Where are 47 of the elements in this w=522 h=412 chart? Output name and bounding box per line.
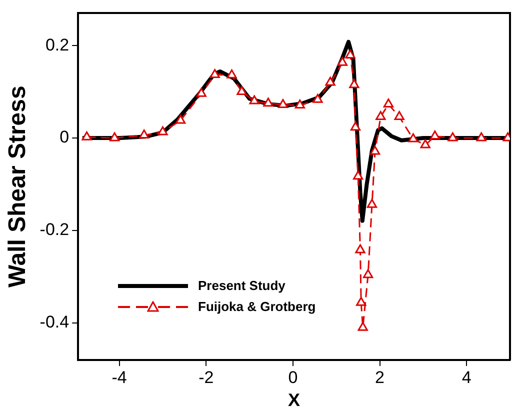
- point: [362, 269, 374, 278]
- point: [312, 94, 323, 103]
- point: [349, 79, 360, 88]
- y-tick-label: -0.2: [40, 220, 70, 240]
- point: [158, 126, 168, 136]
- point: [175, 114, 186, 124]
- point: [210, 68, 220, 78]
- y-tick-label: 0.2: [45, 35, 70, 54]
- x-tick-label: -2: [198, 368, 214, 387]
- point: [394, 111, 404, 120]
- point: [278, 99, 288, 108]
- x-tick-label: 0: [288, 368, 298, 387]
- point: [196, 88, 206, 97]
- y-axis-title: Wall Shear Stress: [4, 86, 32, 288]
- point: [430, 130, 440, 140]
- point: [408, 133, 418, 142]
- point: [356, 296, 366, 306]
- point: [138, 130, 150, 139]
- point: [263, 98, 274, 107]
- point: [109, 132, 120, 142]
- point: [376, 111, 386, 120]
- point: [226, 69, 237, 78]
- y-tick-label: 0: [60, 128, 70, 147]
- point: [352, 170, 364, 180]
- y-tick-label: -0.4: [40, 312, 70, 332]
- legend-label: Present Study: [198, 278, 286, 293]
- point: [448, 132, 458, 142]
- point: [476, 132, 486, 142]
- point: [355, 244, 366, 254]
- point: [383, 98, 394, 108]
- point: [358, 322, 368, 331]
- point: [370, 146, 380, 155]
- point: [420, 139, 430, 148]
- point: [82, 131, 92, 140]
- point: [236, 86, 247, 96]
- x-tick-label: -4: [112, 368, 127, 387]
- point: [249, 95, 260, 104]
- point: [337, 56, 348, 66]
- point: [294, 99, 305, 108]
- point: [325, 76, 336, 86]
- point: [345, 50, 356, 59]
- x-axis-title: X: [288, 390, 300, 410]
- legend-label: Fuijoka & Grotberg: [198, 299, 316, 314]
- point: [350, 122, 361, 131]
- point: [366, 198, 378, 208]
- x-tick-label: 2: [375, 368, 385, 387]
- x-tick-label: 4: [462, 368, 472, 387]
